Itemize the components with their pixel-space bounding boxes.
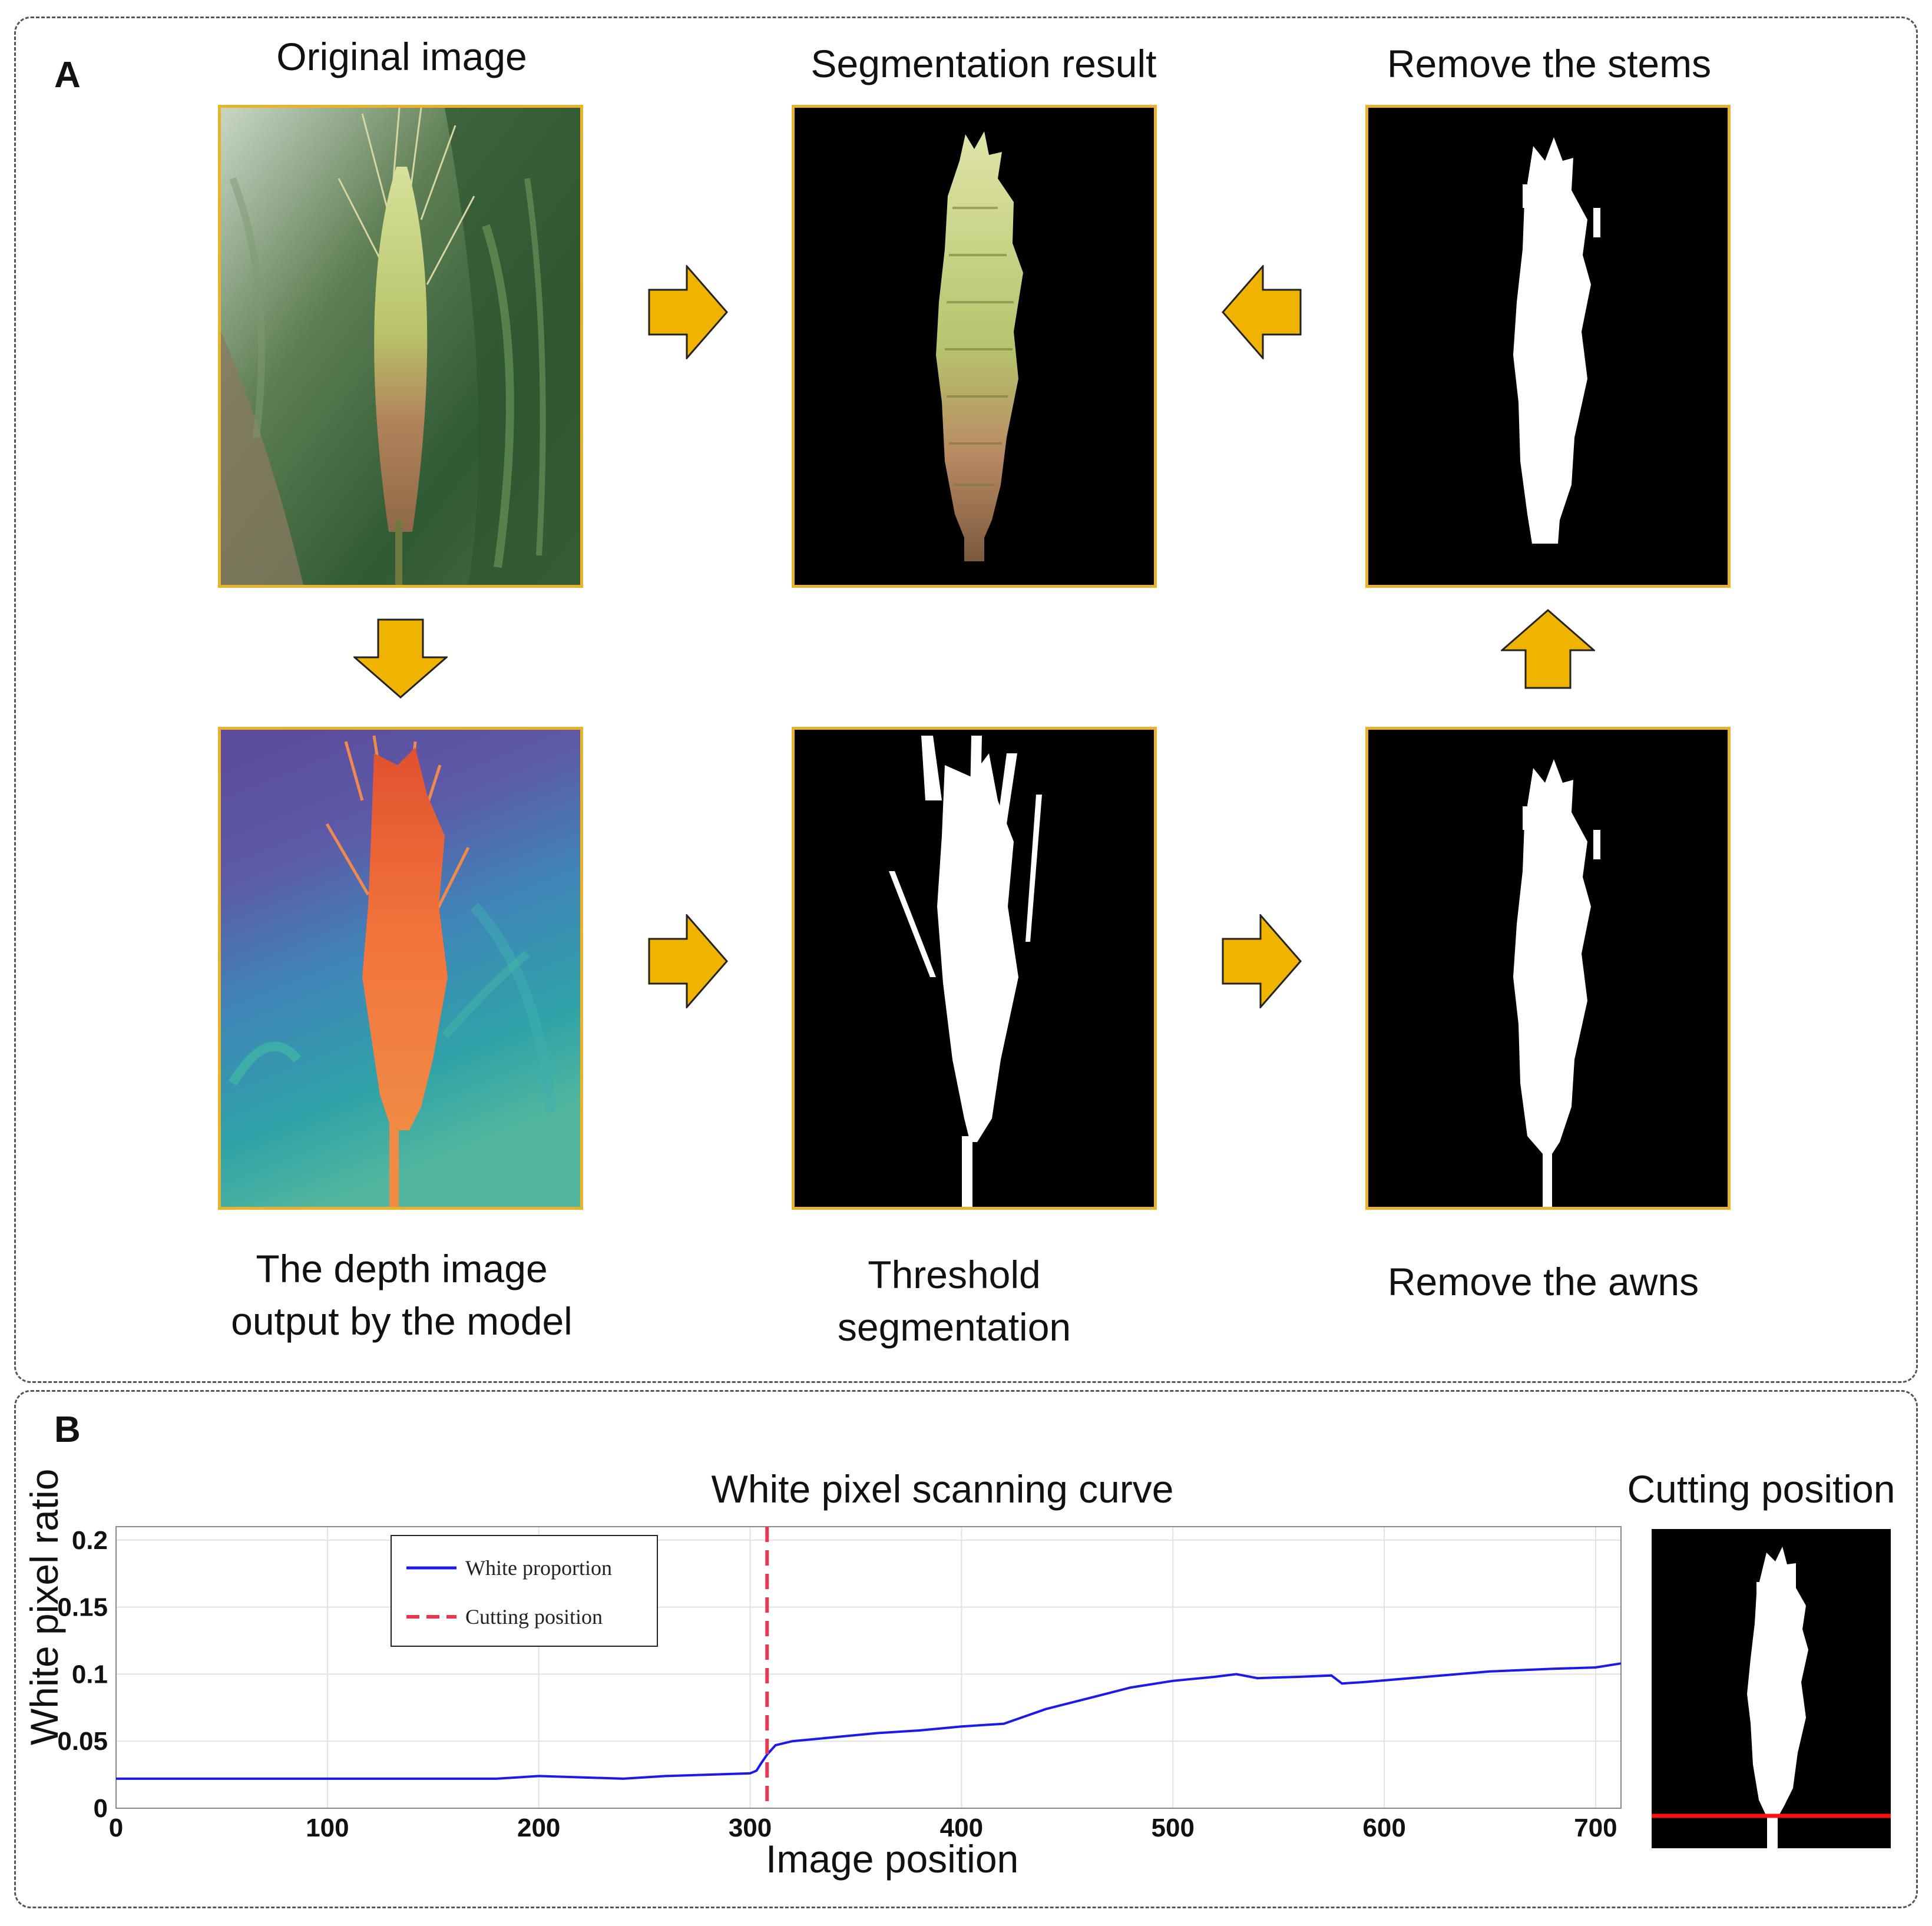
arrow-left-icon: [1222, 265, 1302, 359]
remove-awns-image: [1365, 727, 1731, 1210]
arrow-right-icon: [1222, 914, 1302, 1008]
threshold-segmentation-image: [792, 727, 1157, 1210]
legend-label-white-proportion: White proportion: [465, 1556, 612, 1580]
panel-b-letter: B: [54, 1409, 81, 1450]
arrow-right-to-threshold: [648, 914, 728, 1008]
caption-original-image: Original image: [276, 35, 527, 78]
caption-threshold-line1: Threshold: [868, 1253, 1041, 1296]
cutting-position-title: Cutting position: [1627, 1467, 1895, 1511]
arrow-right-to-awns: [1222, 914, 1302, 1008]
y-tick-label: 0.15: [57, 1593, 108, 1622]
series-white-proportion: [116, 1662, 1622, 1780]
x-tick-label: 200: [517, 1814, 560, 1842]
caption-depth-line1: The depth image: [256, 1247, 548, 1290]
y-tick-label: 0.2: [72, 1526, 108, 1555]
arrow-left-to-segmentation: [1222, 265, 1302, 359]
arrow-down-icon: [353, 618, 448, 699]
original-image: [218, 105, 583, 588]
chart-title: White pixel scanning curve: [711, 1467, 1174, 1511]
x-tick-label: 400: [940, 1814, 983, 1842]
x-tick-label: 100: [306, 1814, 349, 1842]
remove-stems-image: [1365, 105, 1731, 588]
caption-remove-awns: Remove the awns: [1387, 1260, 1699, 1303]
caption-segmentation-result: Segmentation result: [810, 42, 1157, 85]
caption-threshold-line2: segmentation: [837, 1305, 1071, 1349]
x-tick-label: 700: [1574, 1814, 1617, 1842]
legend-label-cutting-position: Cutting position: [465, 1605, 603, 1629]
arrow-right-icon: [648, 914, 728, 1008]
y-tick-label: 0: [94, 1794, 108, 1823]
chart-legend: White proportion Cutting position: [391, 1535, 658, 1647]
arrow-down-to-depth: [353, 618, 448, 699]
depth-image: [218, 727, 583, 1210]
y-tick-label: 0.1: [72, 1660, 108, 1689]
panel-a-letter: A: [54, 55, 81, 95]
segmentation-result-image: [792, 105, 1157, 588]
caption-threshold-segmentation: Threshold segmentation: [766, 1249, 1143, 1354]
arrow-up-icon: [1501, 609, 1595, 689]
legend-box: [391, 1535, 658, 1647]
x-tick-label: 0: [109, 1814, 123, 1842]
chart-x-axis-title: Image position: [766, 1837, 1019, 1881]
y-tick-label: 0.05: [57, 1727, 108, 1756]
x-tick-label: 300: [729, 1814, 772, 1842]
arrow-right-icon: [648, 265, 728, 359]
caption-depth-image: The depth image output by the model: [196, 1243, 608, 1348]
caption-remove-stems: Remove the stems: [1387, 42, 1712, 85]
panel-a-box: [14, 16, 1918, 1383]
panel-b-box: [14, 1390, 1918, 1908]
arrow-right-to-segmentation: [648, 265, 728, 359]
caption-depth-line2: output by the model: [231, 1299, 573, 1343]
x-tick-label: 500: [1152, 1814, 1195, 1842]
x-tick-label: 600: [1362, 1814, 1405, 1842]
cutting-position-image: [1652, 1529, 1891, 1848]
arrow-up-to-stems: [1501, 609, 1595, 689]
plot-area-border: [115, 1526, 1622, 1809]
